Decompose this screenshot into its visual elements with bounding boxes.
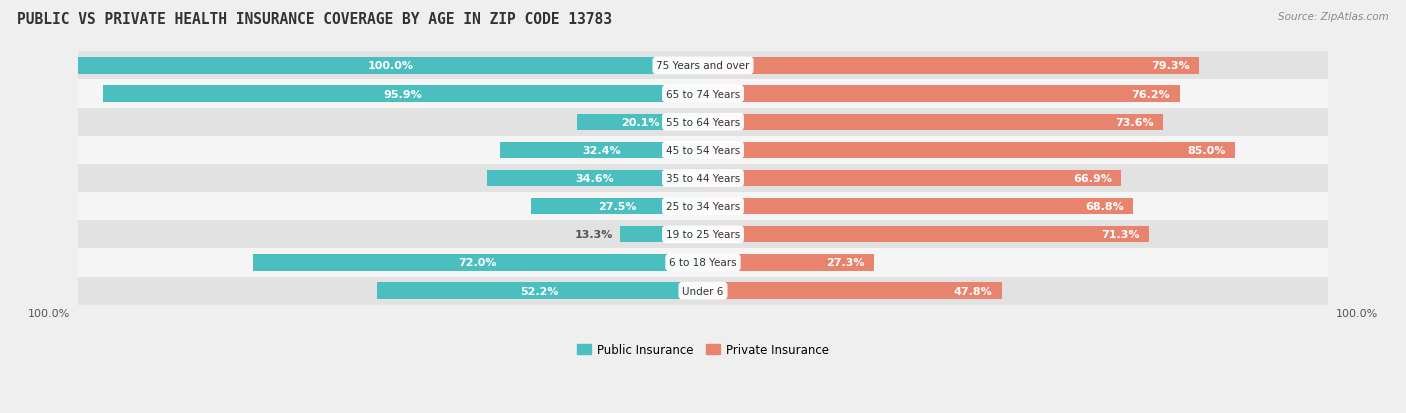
Bar (77, 80, 1329, 108)
Bar (77, 164, 1329, 192)
Text: 32.4%: 32.4% (582, 145, 621, 156)
Text: 100.0%: 100.0% (28, 309, 70, 318)
Text: 13.3%: 13.3% (575, 230, 613, 240)
Bar (703, 227, 1149, 243)
Bar (77, 249, 1329, 277)
Text: 66.9%: 66.9% (1073, 173, 1112, 184)
Bar (103, 86, 703, 102)
Text: 85.0%: 85.0% (1187, 145, 1225, 156)
Text: 27.3%: 27.3% (825, 258, 865, 268)
Bar (531, 199, 703, 215)
Bar (703, 283, 1002, 299)
Text: PUBLIC VS PRIVATE HEALTH INSURANCE COVERAGE BY AGE IN ZIP CODE 13783: PUBLIC VS PRIVATE HEALTH INSURANCE COVER… (17, 12, 612, 27)
Text: 6 to 18 Years: 6 to 18 Years (669, 258, 737, 268)
Text: 75 Years and over: 75 Years and over (657, 61, 749, 71)
Bar (703, 171, 1122, 187)
Bar (77, 192, 1329, 221)
Text: 100.0%: 100.0% (367, 61, 413, 71)
Text: 20.1%: 20.1% (621, 117, 659, 128)
Bar (703, 86, 1180, 102)
Text: 71.3%: 71.3% (1101, 230, 1140, 240)
Bar (703, 58, 1199, 74)
Bar (77, 58, 703, 74)
Legend: Public Insurance, Private Insurance: Public Insurance, Private Insurance (572, 338, 834, 361)
Text: 27.5%: 27.5% (598, 202, 637, 212)
Text: 95.9%: 95.9% (384, 89, 422, 100)
Text: 68.8%: 68.8% (1085, 202, 1123, 212)
Text: 19 to 25 Years: 19 to 25 Years (666, 230, 740, 240)
Bar (77, 136, 1329, 164)
Text: 25 to 34 Years: 25 to 34 Years (666, 202, 740, 212)
Text: 55 to 64 Years: 55 to 64 Years (666, 117, 740, 128)
Text: 47.8%: 47.8% (953, 286, 993, 296)
Text: 35 to 44 Years: 35 to 44 Years (666, 173, 740, 184)
Bar (253, 255, 703, 271)
Text: 76.2%: 76.2% (1132, 89, 1170, 100)
Bar (703, 255, 873, 271)
Text: Source: ZipAtlas.com: Source: ZipAtlas.com (1278, 12, 1389, 22)
Text: Under 6: Under 6 (682, 286, 724, 296)
Bar (486, 171, 703, 187)
Text: 34.6%: 34.6% (575, 173, 614, 184)
Bar (77, 221, 1329, 249)
Text: 65 to 74 Years: 65 to 74 Years (666, 89, 740, 100)
Text: 52.2%: 52.2% (520, 286, 560, 296)
Text: 73.6%: 73.6% (1115, 117, 1154, 128)
Bar (77, 52, 1329, 80)
Bar (377, 283, 703, 299)
Text: 100.0%: 100.0% (1336, 309, 1378, 318)
Text: 72.0%: 72.0% (458, 258, 498, 268)
Bar (620, 227, 703, 243)
Bar (77, 108, 1329, 136)
Bar (501, 142, 703, 159)
Text: 79.3%: 79.3% (1152, 61, 1189, 71)
Bar (703, 142, 1234, 159)
Bar (77, 277, 1329, 305)
Bar (703, 199, 1133, 215)
Bar (703, 114, 1163, 131)
Text: 45 to 54 Years: 45 to 54 Years (666, 145, 740, 156)
Bar (578, 114, 703, 131)
